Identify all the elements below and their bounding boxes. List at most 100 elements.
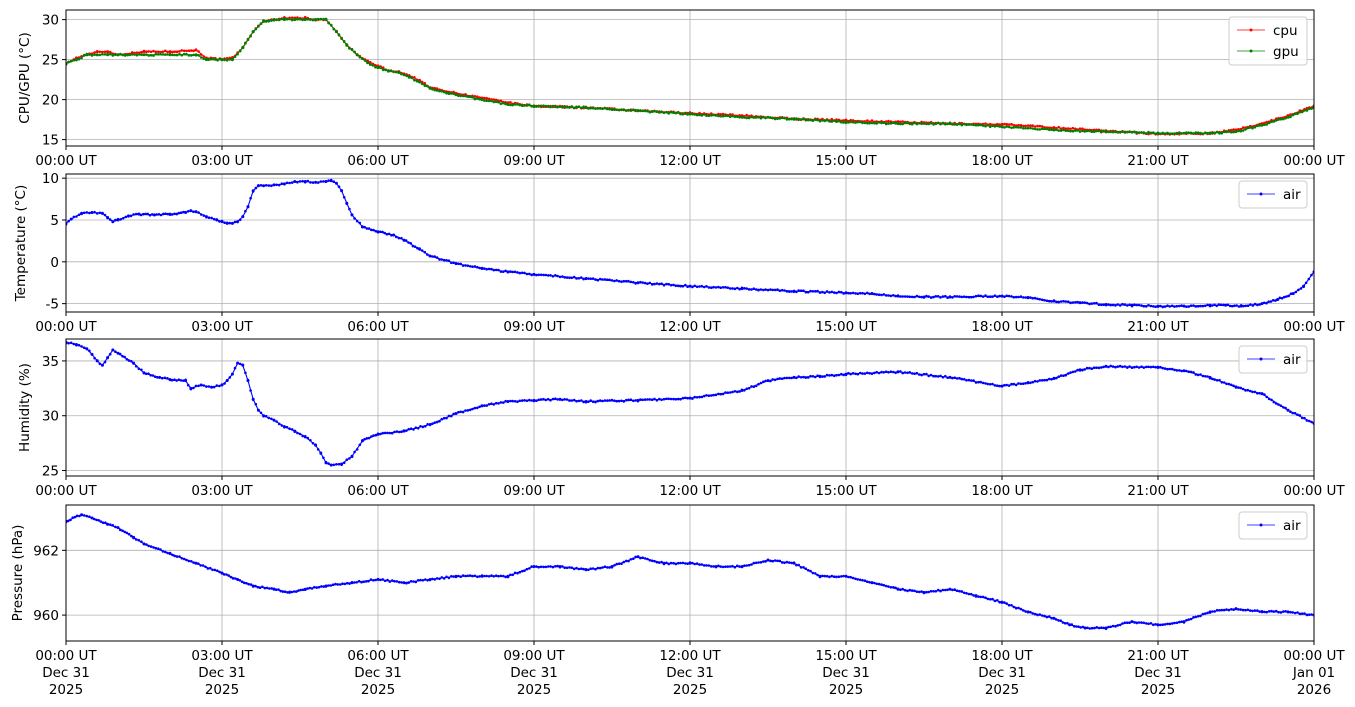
data-point — [816, 573, 819, 577]
data-point — [792, 117, 796, 121]
data-point — [468, 95, 472, 98]
data-point — [1225, 130, 1228, 134]
data-point — [1090, 130, 1094, 133]
data-point — [88, 349, 91, 353]
data-point — [215, 218, 219, 222]
data-point — [215, 384, 219, 387]
data-point — [996, 599, 999, 602]
data-point — [854, 372, 857, 376]
data-point — [236, 361, 240, 365]
data-point — [379, 66, 382, 70]
data-point — [170, 378, 174, 382]
data-point — [662, 397, 666, 401]
data-point — [480, 98, 484, 102]
data-point — [85, 211, 89, 214]
data-point — [90, 516, 94, 520]
data-point — [556, 564, 559, 568]
data-point — [662, 283, 666, 287]
data-point — [804, 376, 808, 379]
data-point — [934, 590, 938, 593]
data-point — [1272, 400, 1276, 404]
y-tick-label: 25 — [42, 464, 59, 480]
data-point — [251, 397, 255, 401]
data-point — [920, 295, 923, 299]
data-point — [832, 374, 836, 378]
data-point — [944, 374, 947, 378]
data-point — [1228, 304, 1232, 308]
data-point — [1248, 609, 1252, 612]
data-point — [1111, 624, 1115, 628]
data-point — [776, 288, 779, 291]
data-point — [799, 289, 803, 293]
data-point — [454, 93, 458, 97]
data-point — [1215, 304, 1218, 308]
data-point — [301, 588, 305, 592]
data-point — [256, 408, 260, 412]
data-point — [142, 50, 146, 54]
data-point — [288, 590, 292, 594]
data-point — [220, 383, 224, 387]
data-point — [705, 114, 708, 117]
data-point — [693, 113, 696, 116]
data-point — [863, 121, 867, 125]
data-point — [243, 581, 246, 585]
data-point — [1173, 305, 1176, 308]
data-point — [374, 65, 377, 69]
data-point — [684, 111, 687, 115]
data-point — [478, 575, 481, 578]
data-point — [1116, 365, 1120, 368]
data-point — [551, 565, 555, 569]
data-point — [570, 566, 574, 569]
data-point — [1062, 374, 1065, 378]
data-point — [828, 374, 831, 377]
data-point — [738, 116, 741, 119]
data-point — [759, 381, 763, 385]
data-point — [1147, 365, 1150, 369]
data-point — [241, 215, 245, 219]
data-point — [379, 578, 382, 582]
data-point — [265, 586, 269, 590]
data-point — [504, 399, 507, 403]
data-point — [828, 120, 831, 123]
data-point — [1140, 131, 1143, 134]
data-point — [314, 443, 318, 447]
data-point — [662, 111, 666, 115]
data-point — [1286, 610, 1290, 614]
x-tick-label: Dec 31 — [42, 665, 90, 681]
data-point — [134, 365, 138, 368]
data-point — [629, 280, 633, 284]
data-point — [1284, 406, 1287, 410]
data-point — [367, 227, 371, 230]
data-point — [643, 557, 647, 560]
data-point — [603, 565, 607, 568]
data-point — [646, 557, 649, 561]
data-point — [119, 52, 122, 56]
data-point — [1072, 625, 1076, 628]
data-point — [811, 119, 815, 122]
data-point — [892, 121, 895, 124]
data-point — [882, 371, 886, 374]
data-point — [246, 205, 250, 209]
data-point — [1057, 129, 1060, 132]
data-point — [309, 18, 312, 21]
data-point — [270, 587, 274, 590]
data-point — [379, 432, 382, 436]
data-point — [1276, 297, 1280, 301]
data-point — [984, 122, 987, 125]
data-point — [303, 587, 307, 591]
data-point — [1244, 608, 1247, 612]
data-point — [972, 379, 975, 382]
data-point — [414, 580, 418, 584]
data-point — [674, 111, 678, 115]
data-point — [90, 352, 94, 356]
data-point — [913, 295, 916, 299]
data-point — [497, 574, 500, 578]
data-point — [1263, 610, 1266, 614]
data-point — [1211, 132, 1214, 135]
data-point — [1083, 301, 1086, 304]
data-point — [95, 212, 99, 215]
data-point — [1104, 302, 1108, 306]
data-point — [353, 50, 356, 54]
data-point — [156, 50, 160, 54]
data-point — [67, 341, 70, 345]
